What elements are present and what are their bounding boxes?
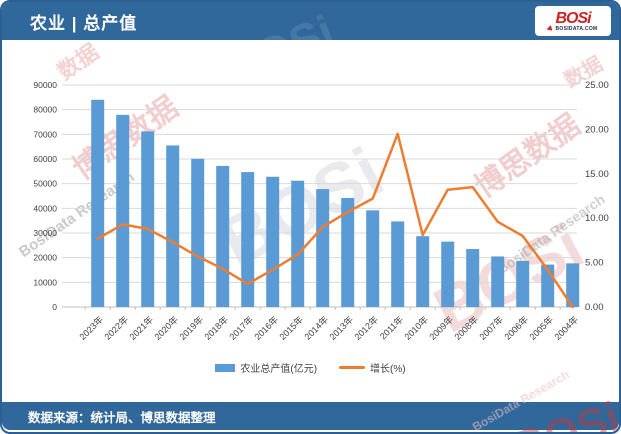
left-axis-tick: 10000 [33,277,57,287]
x-axis-label: 2018年 [202,314,230,342]
bar-series-swatch [215,363,236,372]
watermark-text: BosiData Research [16,168,138,261]
right-axis-tick: 5.00 [585,258,604,269]
bar-2011年 [391,221,405,307]
right-axis-tick: 20.00 [585,124,609,135]
legend-item-bars: 农业总产值(亿元) [215,360,317,375]
x-axis-label: 2020年 [152,314,180,342]
bar-2018年 [216,165,230,307]
watermark-text: 数据 [561,53,607,93]
bar-2016年 [266,176,280,307]
bar-2019年 [191,158,205,307]
logo-brand-text: BOSi [555,9,591,27]
x-axis-label: 2015年 [277,314,305,342]
bar-2005年 [541,264,555,307]
x-axis-label: 2008年 [452,314,480,342]
left-axis-tick: 40000 [33,203,57,213]
x-axis-label: 2009年 [427,314,455,342]
x-axis-label: 2005年 [527,314,555,342]
x-axis-label: 2014年 [302,314,330,342]
line-series-label: 增长(%) [370,364,406,375]
x-axis-label: 2017年 [227,314,255,342]
legend-item-line: 增长(%) [339,360,406,375]
left-axis-tick: 50000 [33,179,57,189]
bar-2020年 [166,145,180,307]
data-source-note: 数据来源：统计局、博思数据整理 [28,410,216,425]
bar-2023年 [91,99,105,307]
right-axis-tick: 0.00 [585,302,604,313]
bar-2009年 [441,241,455,307]
logo-triangle-icon [547,24,555,33]
bosi-logo: BOSi BOSIDATA.COM [535,6,611,36]
bar-2013年 [341,197,355,307]
logo-subline: BOSIDATA.COM [547,24,598,33]
x-axis-label: 2007年 [477,314,505,342]
left-axis-tick: 20000 [33,253,57,263]
x-axis-label: 2023年 [77,314,105,342]
x-axis-label: 2021年 [127,314,155,342]
x-axis-label: 2006年 [502,314,530,342]
x-axis-label: 2013年 [327,314,355,342]
left-axis-tick: 90000 [33,80,57,90]
bar-2021年 [141,131,155,307]
bar-2022年 [116,114,130,307]
watermark-text: 博思数据 [67,90,185,187]
x-axis-label: 2004年 [552,314,580,342]
bar-2004年 [566,263,580,307]
x-axis-label: 2019年 [177,314,205,342]
x-axis-label: 2011年 [377,314,405,342]
bar-2012年 [366,210,380,307]
bar-2008年 [466,249,480,307]
bar-2006年 [516,260,530,307]
right-axis-tick: 25.00 [585,80,609,91]
header-bar: 农业 | 总产值 [2,2,619,40]
chart-legend: 农业总产值(亿元) 增长(%) [2,360,619,375]
x-axis-label: 2010年 [402,314,430,342]
bar-2010年 [416,236,430,307]
x-axis-label: 2022年 [102,314,130,342]
bar-2017年 [241,172,255,307]
x-axis-label: 2016年 [252,314,280,342]
left-axis-tick: 0 [52,302,57,312]
page-title: 农业 | 总产值 [30,13,138,33]
logo-domain-text: BOSIDATA.COM [555,25,598,32]
growth-line [96,132,574,309]
bar-2007年 [491,256,505,307]
watermark-text: BOSi [207,132,396,282]
left-axis-tick: 80000 [33,105,57,115]
left-axis-tick: 60000 [33,154,57,164]
x-axis-label: 2012年 [352,314,380,342]
line-series-swatch [339,366,366,369]
watermark-text: BOSi [422,209,595,347]
left-axis-tick: 30000 [33,228,57,238]
right-axis-tick: 10.00 [585,213,609,224]
right-axis-tick: 15.00 [585,169,609,180]
bar-series-label: 农业总产值(亿元) [240,364,318,375]
left-axis-tick: 70000 [33,129,57,139]
watermark-text: 博思数据 [469,108,587,205]
bar-2014年 [316,189,330,307]
bar-2015年 [291,180,305,307]
watermark-text: BosiData Research [494,190,608,278]
watermark-text: 数据 [52,38,104,85]
footer-bar: 数据来源：统计局、博思数据整理 [2,402,619,430]
